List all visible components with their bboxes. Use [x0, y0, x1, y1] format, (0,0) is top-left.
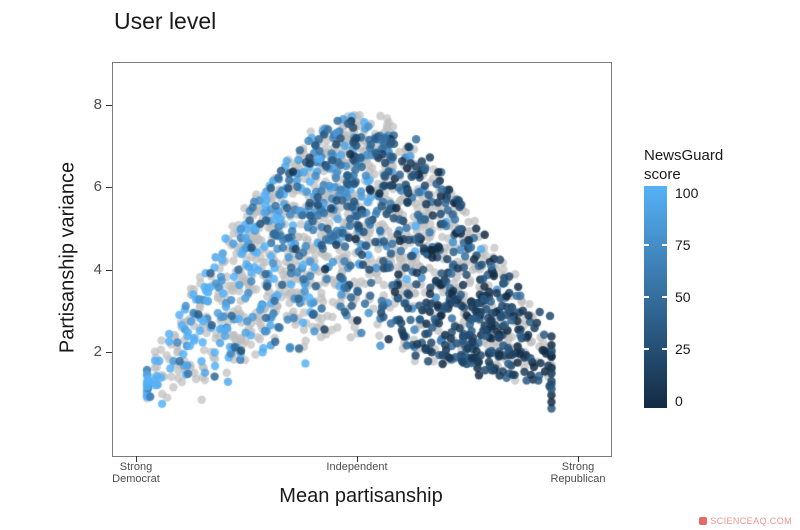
- legend-tick-label: 75: [675, 237, 691, 253]
- x-tick-label: Independent: [297, 461, 417, 473]
- x-tick-label-line: Independent: [326, 461, 388, 473]
- y-axis-label: Partisanship variance: [56, 161, 79, 354]
- watermark: SCIENCEAQ.COM: [699, 516, 792, 526]
- x-tick-label-line: Democrat: [112, 473, 160, 485]
- legend-bar-tick-mark: [662, 244, 667, 246]
- legend-bar-tick-mark: [662, 348, 667, 350]
- legend-title-line1: NewsGuard: [644, 147, 724, 164]
- x-tick-mark: [578, 456, 579, 462]
- legend-title-line2: score: [644, 166, 681, 183]
- y-tick-label: 8: [93, 96, 102, 113]
- y-tick-mark: [106, 270, 112, 271]
- legend-gradient-bar: [644, 186, 667, 408]
- x-tick-label: Strong Democrat: [76, 461, 196, 485]
- x-tick-label: Strong Republican: [518, 461, 638, 485]
- x-tick-label-line: Republican: [550, 473, 606, 485]
- legend-bar-tick-mark: [644, 296, 649, 298]
- legend-bar-tick-mark: [662, 296, 667, 298]
- x-axis-label: Mean partisanship: [279, 485, 443, 507]
- legend-tick-label: 50: [675, 289, 691, 305]
- scienceaq-logo-icon: [699, 517, 708, 525]
- y-tick-mark: [106, 105, 112, 106]
- x-tick-label-line: Strong: [119, 461, 153, 473]
- y-tick-mark: [106, 352, 112, 353]
- y-tick-mark: [106, 187, 112, 188]
- x-tick-mark: [136, 456, 137, 462]
- y-tick-label: 2: [93, 343, 102, 360]
- legend-tick-label: 100: [675, 185, 699, 201]
- legend-tick-label: 0: [675, 393, 683, 409]
- watermark-text: SCIENCEAQ.COM: [710, 516, 792, 526]
- y-tick-label: 6: [93, 178, 102, 195]
- x-tick-mark: [357, 456, 358, 462]
- legend-bar-tick-mark: [644, 244, 649, 246]
- legend-bar-tick-mark: [644, 348, 649, 350]
- legend-tick-label: 25: [675, 341, 691, 357]
- y-tick-label: 4: [93, 261, 102, 278]
- x-tick-label-line: Strong: [561, 461, 595, 473]
- chart-title: User level: [114, 8, 217, 34]
